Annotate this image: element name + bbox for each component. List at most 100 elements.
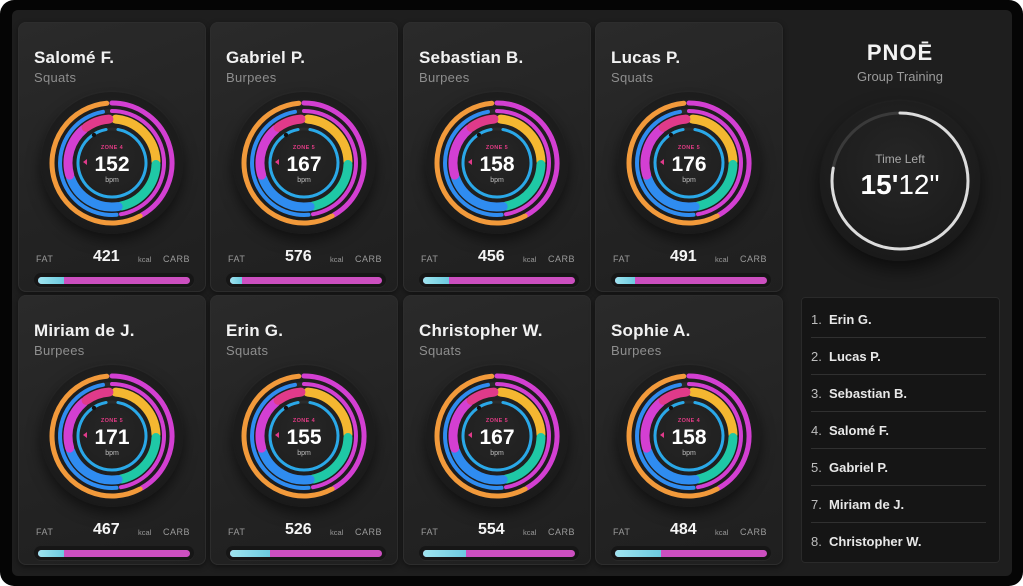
carb-bar-fill <box>230 277 382 284</box>
leaderboard-rank: 2. <box>811 349 822 364</box>
calories-value: 491 <box>670 248 697 265</box>
fat-bar-fill <box>38 550 64 557</box>
calories-unit: kcal <box>523 255 537 264</box>
heart-rate-value: 167 <box>286 153 322 176</box>
timer-ring <box>830 111 970 251</box>
athlete-card[interactable]: Miriam de J. Burpees ZONE 5 171 bpm FAT … <box>18 295 206 565</box>
leaderboard-name: Salomé F. <box>829 423 889 438</box>
heart-rate-value: 171 <box>94 426 130 449</box>
leaderboard-rank: 8. <box>811 534 822 549</box>
leaderboard-row[interactable]: 5. Gabriel P. <box>811 449 986 486</box>
athlete-card[interactable]: Gabriel P. Burpees ZONE 5 167 bpm FAT 57… <box>210 22 398 292</box>
heart-rate-dial: ZONE 5 158 bpm <box>426 92 568 234</box>
leaderboard-row[interactable]: 8. Christopher W. <box>811 523 986 560</box>
zone-label: ZONE 5 <box>677 145 701 151</box>
carb-label: CARB <box>354 254 382 264</box>
heart-rate-dial: ZONE 5 167 bpm <box>233 92 375 234</box>
athlete-card[interactable]: Lucas P. Squats ZONE 5 176 bpm FAT 491 k… <box>595 22 783 292</box>
heart-rate-dial: ZONE 4 152 bpm <box>41 92 183 234</box>
fat-bar-fill <box>423 277 449 284</box>
leaderboard-name: Erin G. <box>829 312 872 327</box>
fat-bar-fill <box>230 277 243 284</box>
zone-label: ZONE 5 <box>485 145 509 151</box>
leaderboard-name: Sebastian B. <box>829 386 908 401</box>
session-subtitle: Group Training <box>857 69 943 84</box>
time-left-label: Time Left <box>875 152 925 166</box>
athlete-name: Christopher W. <box>419 321 543 340</box>
carb-bar-fill <box>38 277 190 284</box>
athlete-card[interactable]: Sophie A. Burpees ZONE 4 158 bpm FAT 484… <box>595 295 783 565</box>
leaderboard-row[interactable]: 1. Erin G. <box>811 301 986 338</box>
athlete-card[interactable]: Christopher W. Squats ZONE 5 167 bpm FAT… <box>403 295 591 565</box>
zone-rings <box>626 373 752 499</box>
fat-label: FAT <box>228 254 246 264</box>
calories-unit: kcal <box>715 255 729 264</box>
fat-bar-fill <box>423 550 466 557</box>
leaderboard: 1. Erin G. 2. Lucas P. 3. Sebastian B. 4. Sa… <box>801 297 1000 563</box>
fat-carb-bar <box>34 546 194 560</box>
leaderboard-rank: 4. <box>811 423 822 438</box>
zone-rings <box>49 100 175 226</box>
zone-label: ZONE 5 <box>100 418 124 424</box>
leaderboard-row[interactable]: 3. Sebastian B. <box>811 375 986 412</box>
athlete-name: Gabriel P. <box>226 48 306 67</box>
athlete-exercise: Squats <box>611 70 654 85</box>
time-left-seconds: 12" <box>898 169 940 200</box>
fat-label: FAT <box>36 527 54 537</box>
calories-unit: kcal <box>330 255 344 264</box>
carb-bar-fill <box>615 550 767 557</box>
fat-carb-bar <box>226 273 386 287</box>
zone-label: ZONE 4 <box>677 418 701 424</box>
athlete-card[interactable]: Salomé F. Squats ZONE 4 152 bpm FAT 421 … <box>18 22 206 292</box>
zone-rings <box>626 100 752 226</box>
fat-label: FAT <box>36 254 54 264</box>
calories-value: 576 <box>285 248 312 265</box>
zone-rings <box>434 373 560 499</box>
heart-rate-dial: ZONE 5 171 bpm <box>41 365 183 507</box>
carb-bar-fill <box>38 550 190 557</box>
carb-label: CARB <box>739 254 767 264</box>
carb-label: CARB <box>354 527 382 537</box>
heart-rate-unit: bpm <box>682 177 696 184</box>
athlete-card[interactable]: Erin G. Squats ZONE 4 155 bpm FAT 526 kc… <box>210 295 398 565</box>
athlete-name: Sebastian B. <box>419 48 524 67</box>
dashboard-screen: Salomé F. Squats ZONE 4 152 bpm FAT 421 … <box>12 10 1012 576</box>
calories-unit: kcal <box>523 528 537 537</box>
leaderboard-name: Miriam de J. <box>829 497 905 512</box>
carb-label: CARB <box>547 254 575 264</box>
leaderboard-rank: 1. <box>811 312 822 327</box>
time-left-value: 15'12" <box>820 169 980 201</box>
athlete-name: Salomé F. <box>34 48 115 67</box>
carb-label: CARB <box>162 254 190 264</box>
leaderboard-row[interactable]: 2. Lucas P. <box>811 338 986 375</box>
fat-label: FAT <box>613 254 631 264</box>
time-left-minutes: 15' <box>860 169 899 200</box>
heart-rate-value: 167 <box>479 426 515 449</box>
athlete-card[interactable]: Sebastian B. Burpees ZONE 5 158 bpm FAT … <box>403 22 591 292</box>
leaderboard-row[interactable]: 4. Salomé F. <box>811 412 986 449</box>
calories-unit: kcal <box>138 255 152 264</box>
heart-rate-value: 158 <box>671 426 707 449</box>
carb-bar-fill <box>423 550 575 557</box>
fat-carb-bar <box>34 273 194 287</box>
carb-label: CARB <box>162 527 190 537</box>
calories-value: 467 <box>93 521 120 538</box>
zone-label: ZONE 4 <box>292 418 316 424</box>
athlete-exercise: Squats <box>419 343 462 358</box>
zone-label: ZONE 5 <box>485 418 509 424</box>
zone-label: ZONE 5 <box>292 145 316 151</box>
fat-bar-fill <box>615 550 661 557</box>
fat-bar-fill <box>615 277 635 284</box>
carb-bar-fill <box>230 550 382 557</box>
athlete-name: Sophie A. <box>611 321 691 340</box>
calories-unit: kcal <box>138 528 152 537</box>
heart-rate-dial: ZONE 4 155 bpm <box>233 365 375 507</box>
carb-label: CARB <box>739 527 767 537</box>
heart-rate-value: 176 <box>671 153 707 176</box>
heart-rate-unit: bpm <box>297 177 311 184</box>
fat-label: FAT <box>613 527 631 537</box>
zone-rings <box>49 373 175 499</box>
zone-rings <box>241 100 367 226</box>
leaderboard-row[interactable]: 7. Miriam de J. <box>811 486 986 523</box>
